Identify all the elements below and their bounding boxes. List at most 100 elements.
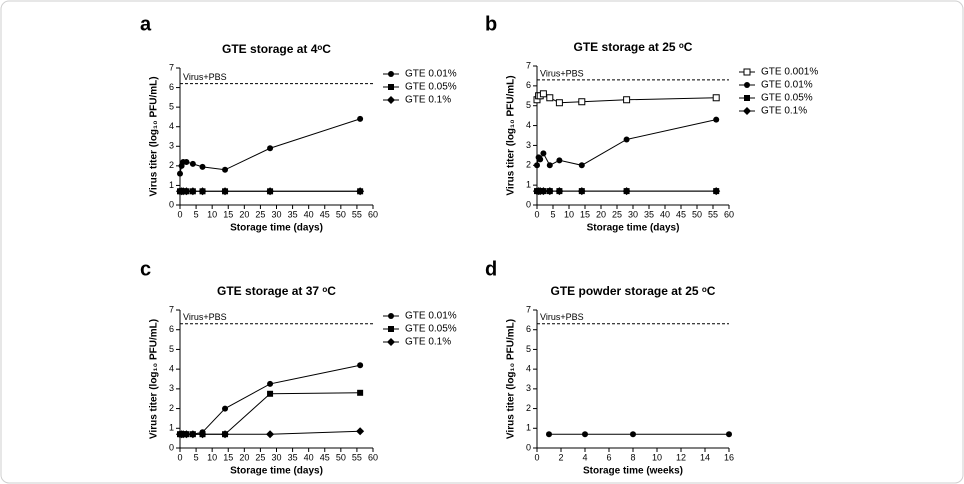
x-axis-label: Storage time (weeks)	[583, 466, 683, 477]
y-axis-label: Virus titer (log₁₀ PFU/mL)	[506, 75, 517, 195]
x-tick-label: 50	[692, 209, 702, 219]
y-tick-label: 7	[526, 60, 531, 70]
y-tick-label: 0	[169, 199, 174, 209]
y-tick-label: 6	[526, 80, 531, 90]
y-axis-label: Virus titer (log₁₀ PFU/mL)	[149, 319, 160, 439]
point	[221, 187, 230, 196]
point	[555, 99, 563, 107]
point	[182, 430, 191, 439]
x-tick-label: 0	[534, 209, 539, 219]
x-tick-label: 45	[320, 452, 330, 462]
point	[198, 187, 207, 196]
legend-marker	[388, 313, 394, 319]
x-tick-label: 20	[239, 209, 249, 219]
panel-label: d	[485, 258, 497, 280]
y-axis-label: Virus titer (log₁₀ PFU/mL)	[506, 319, 517, 439]
chart-title: GTE storage at 25 ᵒC	[574, 40, 693, 54]
x-tick-label: 20	[596, 209, 606, 219]
legend-label: GTE 0.1%	[405, 337, 451, 348]
y-tick-label: 4	[526, 364, 531, 374]
point	[713, 116, 720, 123]
point	[726, 431, 732, 438]
y-tick-label: 3	[169, 383, 174, 393]
point	[546, 162, 553, 169]
point	[578, 162, 585, 169]
x-tick-label: 0	[534, 452, 539, 462]
x-tick-label: 10	[652, 452, 662, 462]
legend-marker	[743, 107, 751, 115]
point	[357, 115, 364, 122]
point	[198, 430, 207, 439]
point	[623, 96, 631, 104]
legend-marker	[744, 95, 750, 101]
y-tick-label: 3	[169, 141, 174, 151]
x-tick-label: 35	[288, 452, 298, 462]
x-tick-label: 0	[177, 209, 182, 219]
x-tick-label: 5	[194, 209, 199, 219]
y-tick-label: 1	[526, 180, 531, 190]
point	[222, 405, 229, 412]
x-tick-label: 30	[271, 452, 281, 462]
y-tick-label: 5	[169, 344, 174, 354]
x-tick-label: 6	[606, 452, 611, 462]
legend-marker	[388, 71, 394, 77]
x-tick-label: 25	[612, 209, 622, 219]
y-axis-label: Virus titer (log₁₀ PFU/mL)	[149, 76, 160, 196]
x-tick-label: 5	[550, 209, 555, 219]
chart-title: GTE storage at 4ᵒC	[222, 42, 331, 56]
x-axis-label: Storage time (days)	[587, 223, 680, 234]
x-tick-label: 40	[660, 209, 670, 219]
series-line	[180, 364, 361, 435]
point	[266, 187, 275, 196]
chart-title: GTE storage at 37 ᵒC	[217, 284, 336, 298]
point	[546, 94, 554, 102]
x-tick-label: 55	[708, 209, 718, 219]
legend-marker	[388, 84, 394, 90]
point	[546, 431, 552, 438]
y-tick-label: 6	[169, 82, 174, 92]
legend-marker	[388, 326, 394, 332]
x-tick-label: 60	[724, 209, 734, 219]
point	[222, 166, 229, 173]
y-tick-label: 0	[169, 442, 174, 452]
x-tick-label: 30	[271, 209, 281, 219]
point	[266, 430, 275, 439]
y-tick-label: 7	[526, 304, 531, 314]
panel-label: a	[140, 13, 152, 35]
point	[188, 187, 197, 196]
x-tick-label: 10	[207, 209, 217, 219]
y-tick-label: 2	[526, 403, 531, 413]
x-tick-label: 45	[320, 209, 330, 219]
point	[578, 98, 586, 106]
x-tick-label: 30	[628, 209, 638, 219]
legend-marker	[744, 82, 750, 88]
point	[539, 90, 547, 98]
x-tick-label: 55	[352, 209, 362, 219]
x-tick-label: 40	[304, 452, 314, 462]
y-tick-label: 2	[526, 160, 531, 170]
point	[537, 156, 544, 163]
y-tick-label: 1	[169, 180, 174, 190]
x-tick-label: 16	[724, 452, 734, 462]
x-tick-label: 50	[336, 452, 346, 462]
x-tick-label: 10	[207, 452, 217, 462]
point	[630, 431, 636, 438]
point	[177, 170, 183, 177]
point	[189, 160, 196, 167]
point	[623, 136, 630, 143]
x-tick-label: 15	[223, 209, 233, 219]
x-tick-label: 60	[368, 452, 378, 462]
y-tick-label: 0	[526, 199, 531, 209]
x-tick-label: 60	[368, 209, 378, 219]
point	[577, 187, 586, 196]
point	[357, 362, 364, 369]
point	[582, 431, 588, 438]
x-axis-label: Storage time (days)	[230, 466, 323, 477]
y-tick-label: 6	[169, 324, 174, 334]
x-tick-label: 35	[288, 209, 298, 219]
x-tick-label: 0	[177, 452, 182, 462]
y-tick-label: 2	[169, 403, 174, 413]
point	[188, 430, 197, 439]
point	[556, 157, 563, 164]
